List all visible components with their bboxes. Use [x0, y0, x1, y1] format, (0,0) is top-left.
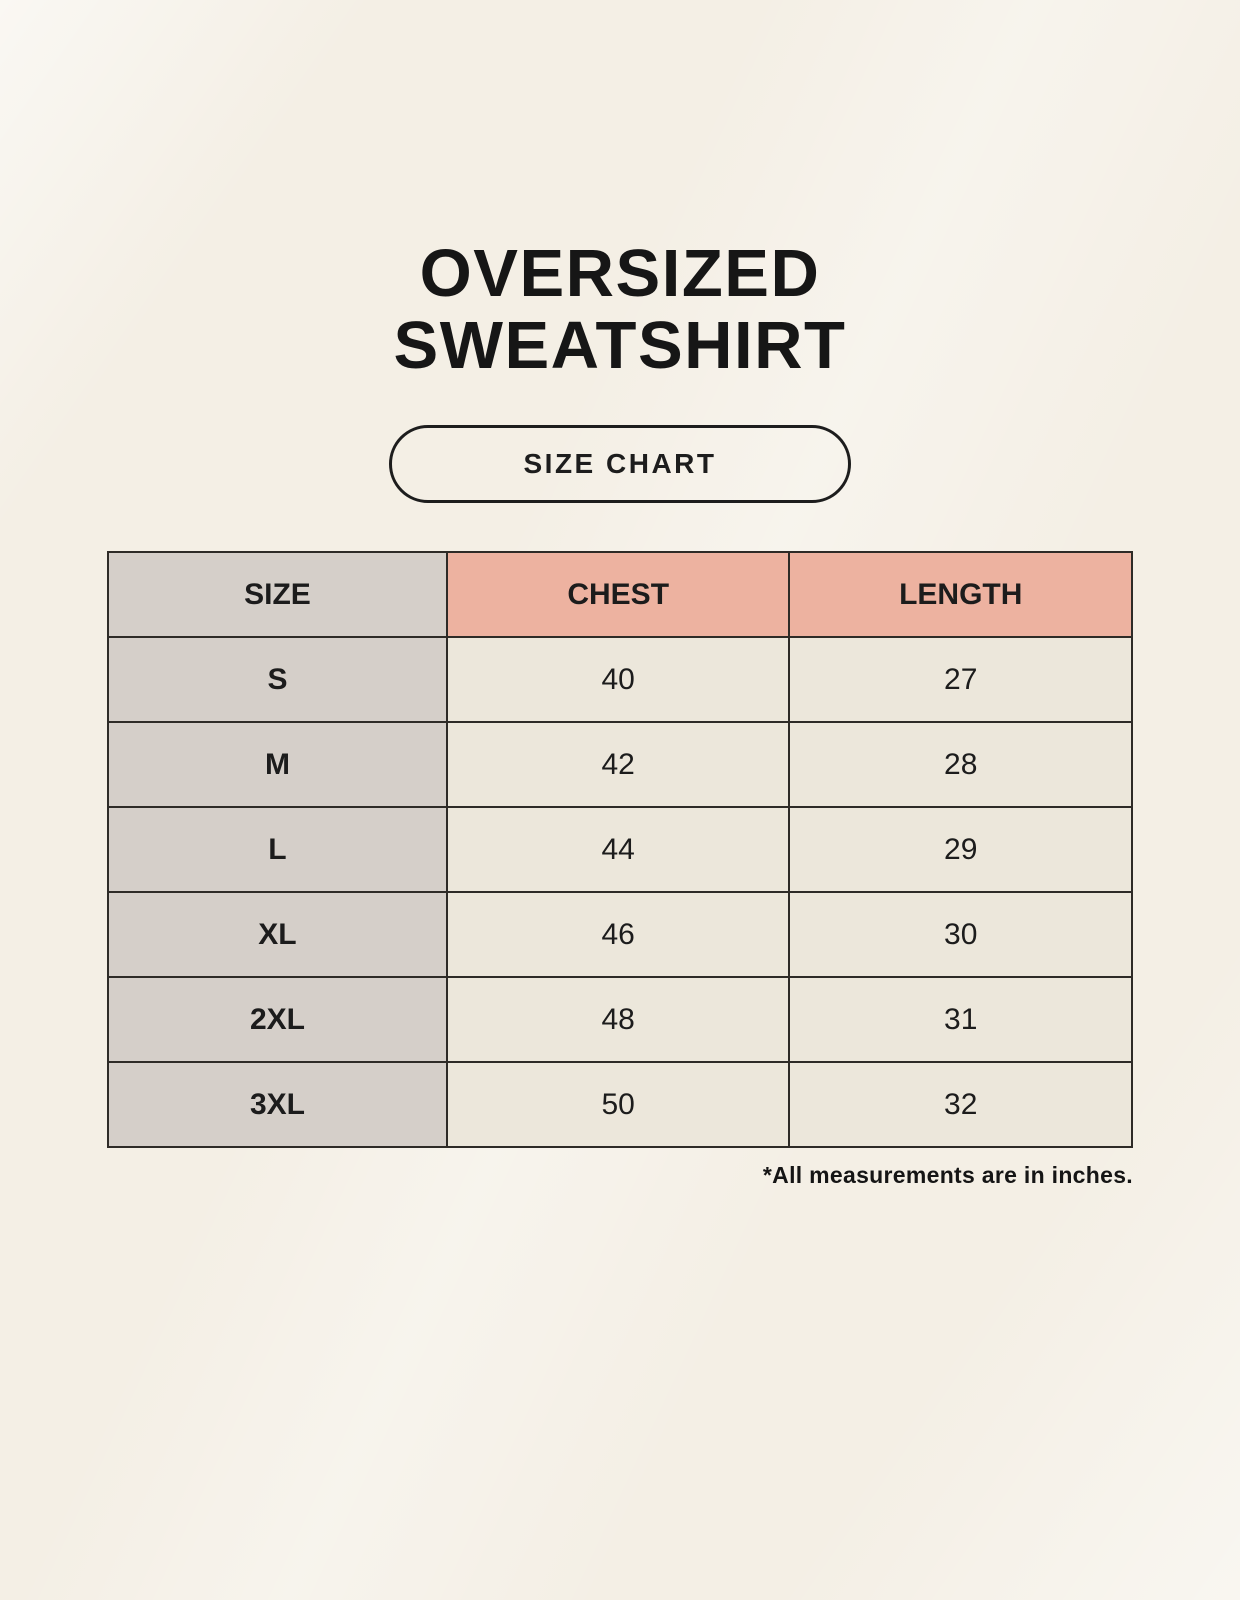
table-row: M 42 28	[107, 721, 1133, 809]
size-cell: L	[107, 806, 448, 894]
chest-cell: 46	[445, 891, 791, 979]
chest-cell: 48	[445, 976, 791, 1064]
size-cell: XL	[107, 891, 448, 979]
header-size: SIZE	[107, 551, 448, 639]
page-title-line1: OVERSIZED	[419, 236, 821, 311]
chest-cell: 44	[445, 806, 791, 894]
size-chart-table-container: SIZE CHEST LENGTH S 40 27 M 42 28 L	[107, 551, 1133, 1149]
header-chest: CHEST	[445, 551, 791, 639]
size-cell: M	[107, 721, 448, 809]
table-row: XL 46 30	[107, 891, 1133, 979]
chest-cell: 50	[445, 1061, 791, 1149]
size-cell: 3XL	[107, 1061, 448, 1149]
length-cell: 28	[788, 721, 1133, 809]
table-header-row: SIZE CHEST LENGTH	[107, 551, 1133, 639]
table-row: S 40 27	[107, 636, 1133, 724]
length-cell: 31	[788, 976, 1133, 1064]
size-cell: S	[107, 636, 448, 724]
size-chart-table: SIZE CHEST LENGTH S 40 27 M 42 28 L	[107, 551, 1133, 1149]
size-cell: 2XL	[107, 976, 448, 1064]
table-row: 2XL 48 31	[107, 976, 1133, 1064]
page-title: OVERSIZED SWEATSHIRT	[0, 0, 1240, 381]
length-cell: 32	[788, 1061, 1133, 1149]
size-chart-badge-label: SIZE CHART	[523, 448, 717, 480]
chest-cell: 42	[445, 721, 791, 809]
header-length: LENGTH	[788, 551, 1133, 639]
table-row: 3XL 50 32	[107, 1061, 1133, 1149]
table-row: L 44 29	[107, 806, 1133, 894]
length-cell: 29	[788, 806, 1133, 894]
chest-cell: 40	[445, 636, 791, 724]
size-chart-badge: SIZE CHART	[389, 425, 851, 504]
size-chart-page: OVERSIZED SWEATSHIRT SIZE CHART SIZE CHE…	[0, 0, 1240, 1189]
measurements-footnote: *All measurements are in inches.	[762, 1162, 1133, 1189]
page-title-line2: SWEATSHIRT	[393, 307, 847, 383]
length-cell: 27	[788, 636, 1133, 724]
length-cell: 30	[788, 891, 1133, 979]
